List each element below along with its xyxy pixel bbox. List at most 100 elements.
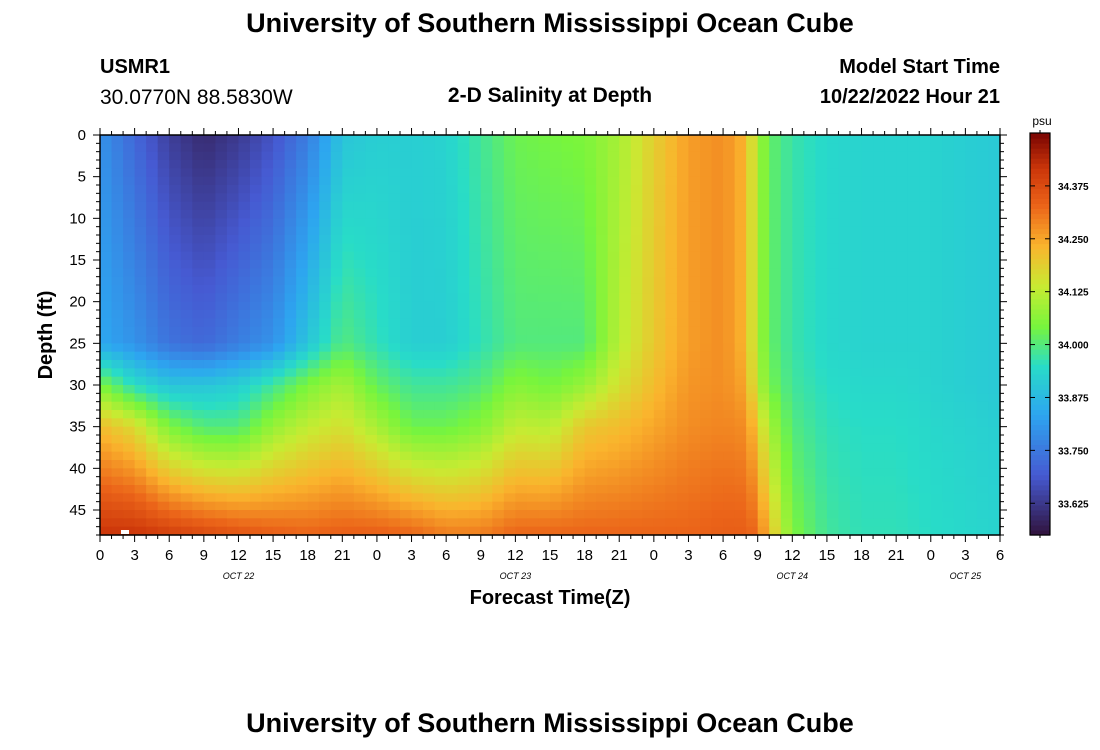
heatmap-cell <box>861 260 874 269</box>
heatmap-cell <box>607 318 620 328</box>
heatmap-cell <box>838 185 851 194</box>
heatmap-cell <box>630 493 643 503</box>
heatmap-cell <box>896 501 909 511</box>
heatmap-cell <box>723 401 736 411</box>
heatmap-cell <box>653 185 666 194</box>
heatmap-cell <box>584 235 597 244</box>
heatmap-cell <box>296 201 309 211</box>
heatmap-cell <box>757 393 770 403</box>
heatmap-cell <box>215 476 228 486</box>
heatmap-cell <box>157 468 170 478</box>
heatmap-cell <box>653 343 666 353</box>
heatmap-cell <box>503 468 516 478</box>
heatmap-cell <box>238 185 251 194</box>
heatmap-cell <box>965 476 978 486</box>
heatmap-cell <box>215 243 228 253</box>
heatmap-cell <box>215 351 228 361</box>
heatmap-cell <box>723 210 736 219</box>
heatmap-cell <box>503 376 516 386</box>
heatmap-cell <box>111 376 124 386</box>
heatmap-cell <box>953 285 966 294</box>
heatmap-cell <box>423 143 436 153</box>
heatmap-cell <box>550 301 563 311</box>
heatmap-cell <box>376 526 390 536</box>
heatmap-cell <box>573 260 586 269</box>
heatmap-cell <box>803 143 816 153</box>
heatmap-cell <box>596 460 609 469</box>
heatmap-cell <box>353 418 366 428</box>
heatmap-cell <box>700 443 713 453</box>
heatmap-cell <box>457 501 470 511</box>
heatmap-cell <box>538 143 551 153</box>
heatmap-cell <box>469 151 482 161</box>
heatmap-cell <box>653 401 666 411</box>
heatmap-cell <box>353 226 366 236</box>
heatmap-cell <box>734 293 747 303</box>
heatmap-cell <box>873 510 886 519</box>
heatmap-cell <box>134 518 147 528</box>
heatmap-cell <box>411 143 424 153</box>
heatmap-cell <box>319 510 332 519</box>
heatmap-cell <box>515 526 528 536</box>
heatmap-cell <box>342 168 355 178</box>
heatmap-cell <box>169 310 182 319</box>
heatmap-cell <box>457 251 470 261</box>
heatmap-cell <box>296 518 309 528</box>
heatmap-cell <box>457 360 470 369</box>
heatmap-cell <box>226 226 240 236</box>
heatmap-cell <box>976 426 990 436</box>
heatmap-cell <box>803 443 816 453</box>
heatmap-cell <box>919 226 932 236</box>
heatmap-cell <box>330 443 343 453</box>
heatmap-cell <box>192 418 205 428</box>
heatmap-cell <box>861 143 874 153</box>
heatmap-cell <box>388 276 401 286</box>
heatmap-cell <box>457 426 470 436</box>
heatmap-cell <box>353 410 366 419</box>
heatmap-cell <box>757 368 770 378</box>
heatmap-cell <box>942 293 955 303</box>
heatmap-cell <box>561 385 574 394</box>
heatmap-cell <box>757 135 770 144</box>
heatmap-cell <box>434 418 447 428</box>
heatmap-cell <box>919 443 932 453</box>
heatmap-cell <box>630 443 643 453</box>
heatmap-cell <box>480 485 493 494</box>
heatmap-cell <box>746 401 759 411</box>
heatmap-cell <box>688 401 701 411</box>
heatmap-cell <box>319 435 332 444</box>
plot-title: 2-D Salinity at Depth <box>447 84 653 107</box>
heatmap-cell <box>273 310 286 319</box>
heatmap-cell <box>953 443 966 453</box>
heatmap-cell <box>307 451 320 461</box>
colorbar-swatch <box>1030 228 1050 235</box>
plot-marker <box>121 530 129 534</box>
heatmap-cell <box>757 285 770 294</box>
heatmap-cell <box>480 310 493 319</box>
heatmap-cell <box>446 526 459 536</box>
heatmap-cell <box>769 210 782 219</box>
heatmap-cell <box>515 368 528 378</box>
heatmap-cell <box>861 393 874 403</box>
heatmap-cell <box>723 143 736 153</box>
heatmap-cell <box>746 476 759 486</box>
heatmap-cell <box>734 226 747 236</box>
heatmap-cell <box>503 285 516 294</box>
heatmap-cell <box>273 351 286 361</box>
heatmap-cell <box>515 185 528 194</box>
heatmap-cell <box>815 418 828 428</box>
heatmap-cell <box>884 401 897 411</box>
heatmap-cell <box>953 326 966 336</box>
heatmap-cell <box>653 268 666 278</box>
heatmap-cell <box>815 260 828 269</box>
heatmap-cell <box>342 526 355 536</box>
heatmap-cell <box>365 135 378 144</box>
heatmap-cell <box>930 368 943 378</box>
heatmap-cell <box>215 443 228 453</box>
heatmap-cell <box>953 426 966 436</box>
heatmap-cell <box>907 485 920 494</box>
heatmap-cell <box>411 485 424 494</box>
heatmap-cell <box>653 326 666 336</box>
heatmap-cell <box>492 326 505 336</box>
heatmap-cell <box>792 301 805 311</box>
